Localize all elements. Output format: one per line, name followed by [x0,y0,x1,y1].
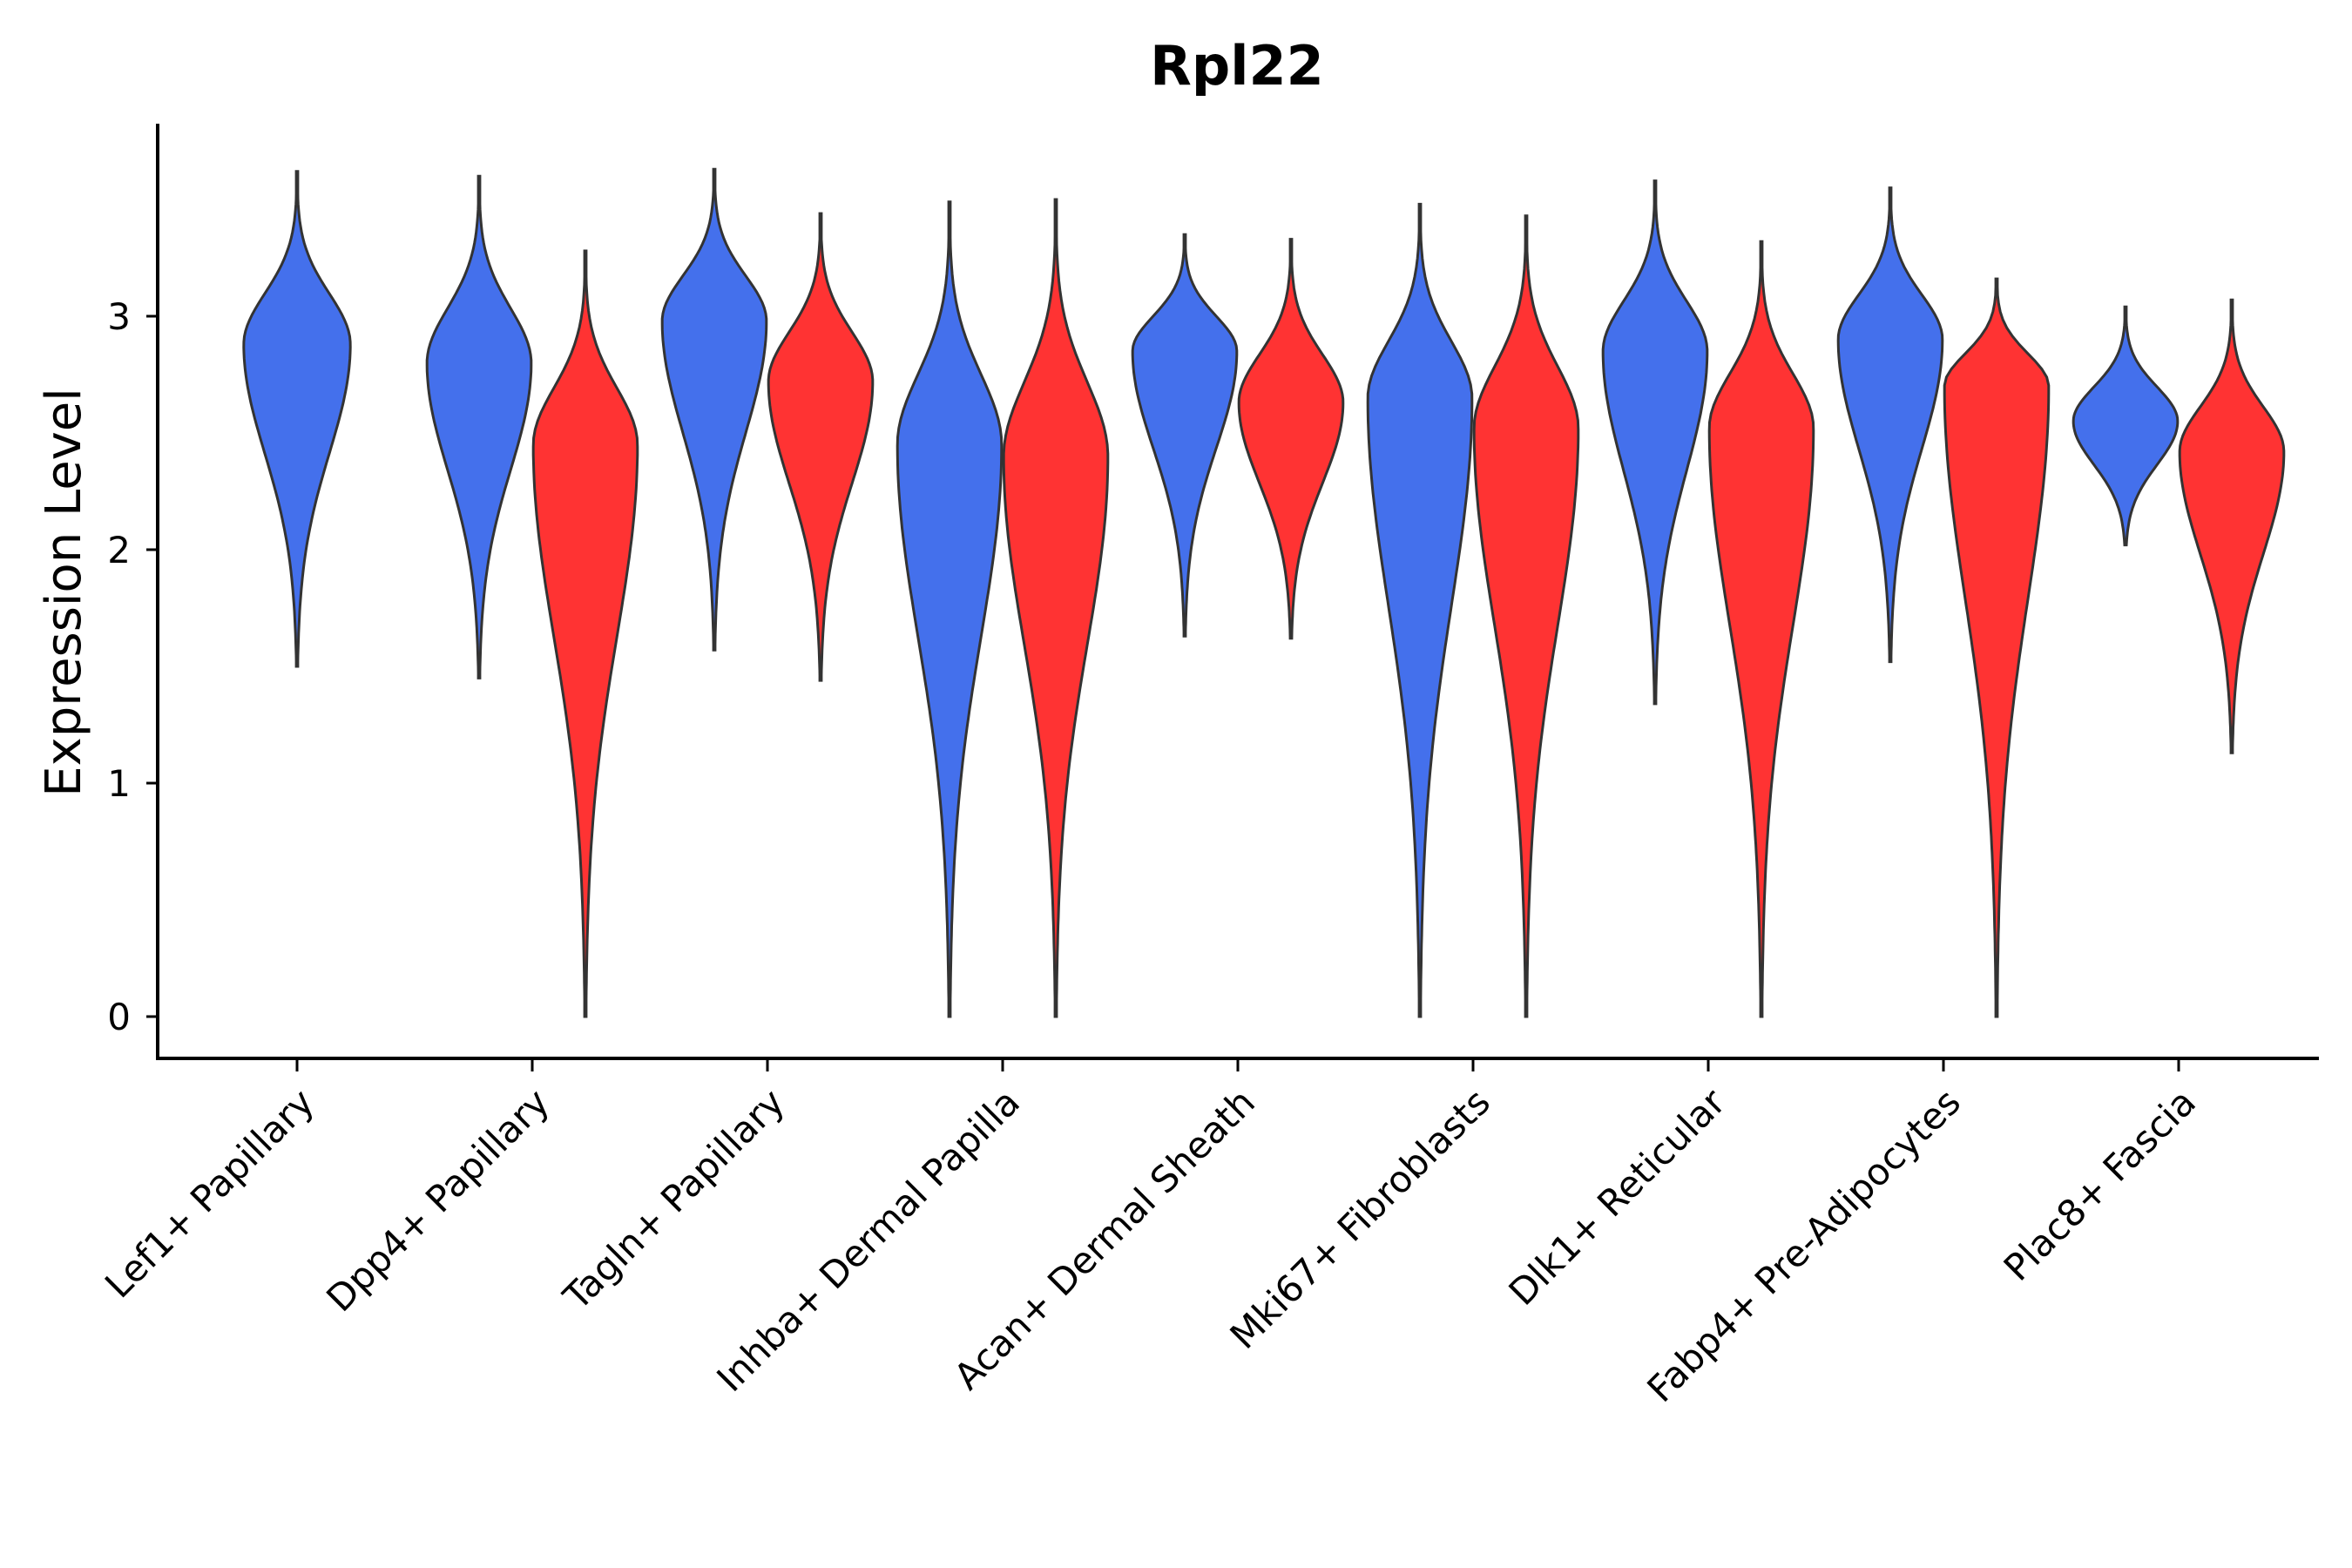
violin-group2-7 [1943,277,2051,1018]
violin-group1-7 [1836,186,1944,664]
violin-group2-8 [2178,298,2286,754]
violin-group2-2 [767,212,875,682]
violin-group1-3 [896,200,1004,1018]
violin-group1-6 [1601,179,1709,706]
x-tick-label: Lef1+ Papillary [97,1080,322,1306]
x-tick-label: Dlk1+ Reticular [1501,1080,1734,1314]
y-ticks: 0 1 2 3 [107,295,158,1038]
violin-group2-6 [1707,240,1815,1018]
x-tick-label: Mki67+ Fibroblasts [1222,1080,1498,1356]
y-tick-label: 3 [107,295,131,338]
violins-layer [242,167,2286,1018]
x-tick-label: Dpp4+ Papillary [318,1080,558,1320]
y-tick-label: 2 [107,529,131,571]
x-tick-label: Plac8+ Fascia [1996,1080,2204,1288]
y-tick-label: 1 [107,762,131,805]
x-tick-label: Tagln+ Papillary [555,1080,793,1318]
violin-group1-0 [242,170,352,668]
y-tick-label: 0 [107,996,131,1038]
violin-group1-8 [2072,305,2180,547]
chart-title: Rpl22 [1150,34,1324,98]
violin-group2-3 [1002,198,1110,1018]
violin-group2-4 [1237,238,1345,640]
violin-group1-4 [1131,233,1239,638]
violin-group1-1 [425,174,533,679]
violin-group2-1 [531,249,639,1018]
y-axis-label: Expression Level [36,388,92,797]
violin-group1-2 [660,167,768,652]
violin-group1-5 [1366,202,1474,1018]
violin-group2-5 [1472,214,1580,1018]
